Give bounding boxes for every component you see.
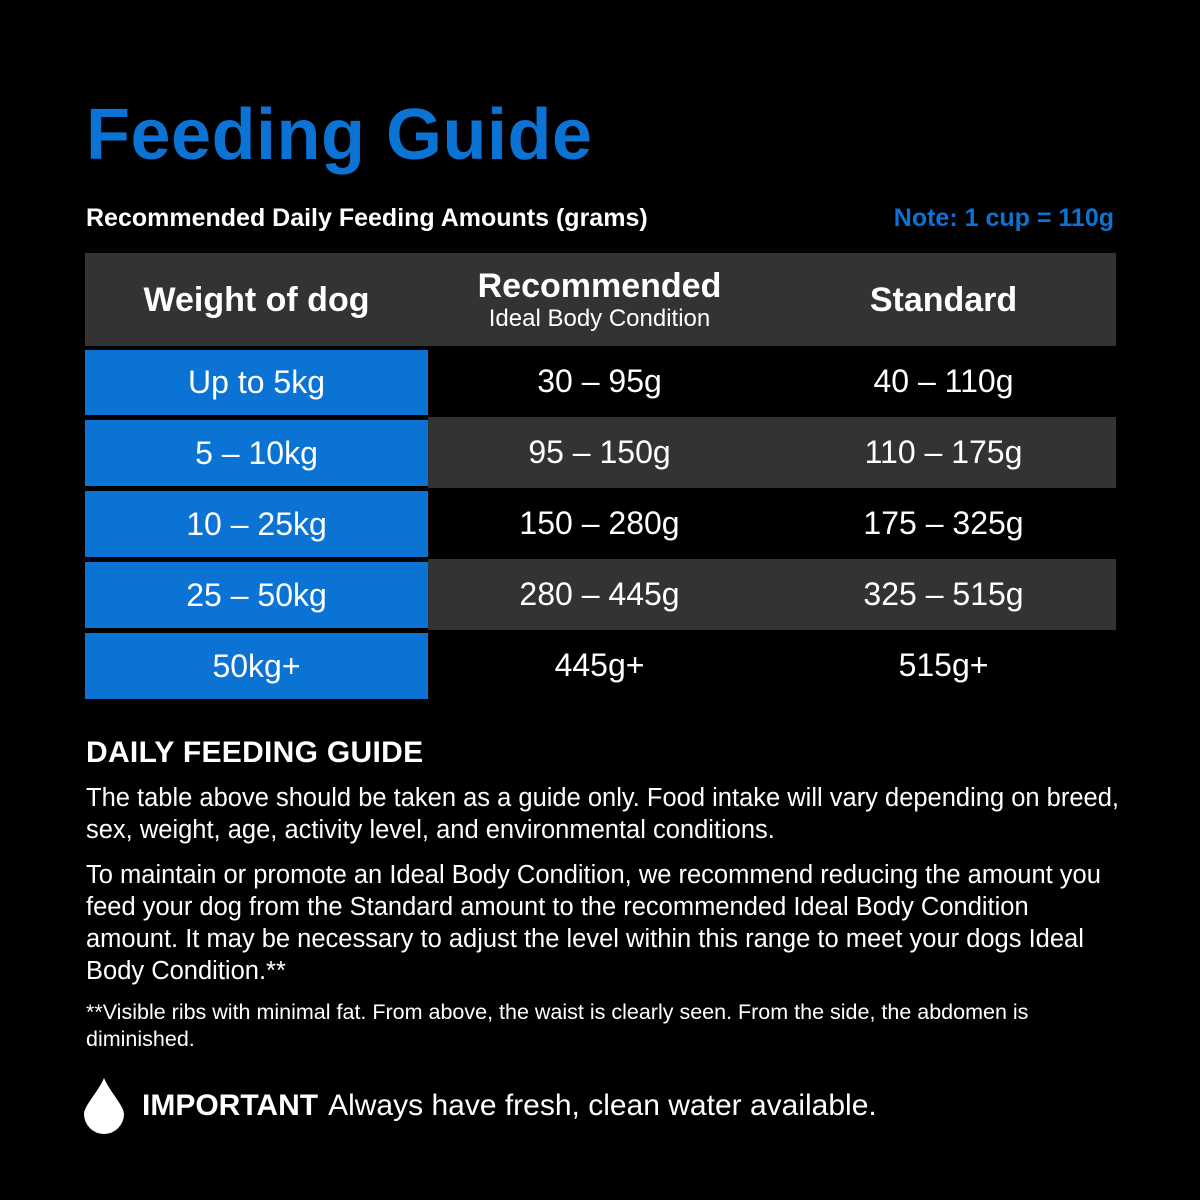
important-notice: IMPORTANT Always have fresh, clean water… [84,1078,877,1134]
weight-cell: 10 – 25kg [85,488,428,559]
recommended-cell: 445g+ [554,647,645,683]
guide-paragraph-2: To maintain or promote an Ideal Body Con… [86,861,1101,985]
daily-feeding-guide-heading: DAILY FEEDING GUIDE [86,736,424,769]
header-recommended: Recommended Ideal Body Condition [428,267,771,333]
feeding-table: Weight of dog Recommended Ideal Body Con… [85,253,1116,701]
header-weight: Weight of dog [85,281,428,319]
weight-cell: 50kg+ [85,630,428,701]
page-title: Feeding Guide [86,95,593,175]
standard-cell: 515g+ [898,647,989,683]
header-recommended-sublabel: Ideal Body Condition [488,304,711,332]
recommended-cell: 30 – 95g [537,363,662,399]
header-recommended-label: Recommended [477,266,722,305]
water-drop-icon [84,1078,124,1134]
standard-cell: 325 – 515g [771,559,1116,630]
standard-cell: 40 – 110g [873,363,1014,399]
table-row: Up to 5kg 30 – 95g 40 – 110g [85,346,1116,417]
table-row: 50kg+ 445g+ 515g+ [85,630,1116,701]
standard-cell: 110 – 175g [771,417,1116,488]
standard-cell: 175 – 325g [863,505,1024,541]
recommended-cell: 150 – 280g [519,505,680,541]
table-header: Weight of dog Recommended Ideal Body Con… [85,253,1116,346]
header-standard-label: Standard [869,280,1018,319]
weight-cell: Up to 5kg [85,346,428,417]
header-standard: Standard [771,281,1116,319]
important-message: Always have fresh, clean water available… [328,1089,877,1122]
table-row: 10 – 25kg 150 – 280g 175 – 325g [85,488,1116,559]
cup-note: Note: 1 cup = 110g [893,204,1114,232]
table-subtitle: Recommended Daily Feeding Amounts (grams… [86,204,648,232]
important-label: IMPORTANT [142,1089,319,1122]
recommended-cell: 95 – 150g [428,417,771,488]
header-weight-label: Weight of dog [143,280,370,319]
guide-footnote: **Visible ribs with minimal fat. From ab… [86,1000,1029,1051]
weight-cell: 25 – 50kg [85,559,428,630]
table-row: 5 – 10kg 95 – 150g 110 – 175g [85,417,1116,488]
table-row: 25 – 50kg 280 – 445g 325 – 515g [85,559,1116,630]
weight-cell: 5 – 10kg [85,417,428,488]
guide-paragraph-1: The table above should be taken as a gui… [86,784,1119,844]
recommended-cell: 280 – 445g [428,559,771,630]
